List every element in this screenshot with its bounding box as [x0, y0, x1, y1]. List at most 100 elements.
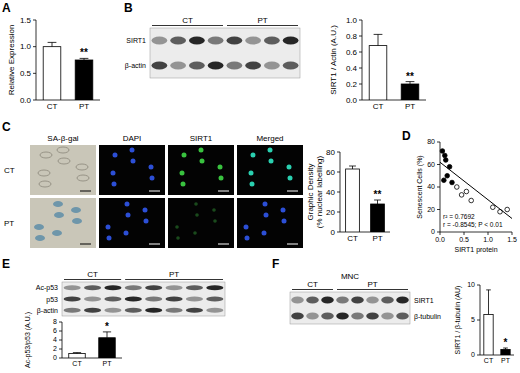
point: [443, 158, 448, 163]
y-tick-label: 1.0: [20, 42, 32, 51]
x-tick-label: CT: [484, 357, 494, 364]
group-line: [152, 25, 223, 26]
nucleus: [195, 213, 199, 217]
y-tick: [359, 84, 362, 85]
y-tick: [359, 52, 362, 53]
bar-chart: A0.00.51.01.5Relative ExpressionCT**PT: [2, 1, 100, 111]
y-tick-label: 0: [331, 228, 336, 237]
point: [455, 185, 460, 190]
bar: [369, 46, 387, 100]
group-line: [337, 289, 408, 290]
point: [505, 207, 510, 212]
y-tick-label: 5: [471, 316, 475, 323]
y-axis-label: Senescent Cells (%): [416, 155, 424, 218]
blot-band: [264, 62, 280, 70]
y-tick: [337, 212, 340, 213]
scale-bar: [149, 244, 160, 245]
blot-band: [186, 308, 203, 313]
annotation: r² = 0.7692: [443, 213, 475, 220]
nucleus: [281, 208, 286, 213]
western-blot: MNCCTPTSIRT1β-tubulin: [290, 272, 441, 324]
band-label: Ac-p53: [36, 284, 58, 292]
bar: [371, 204, 385, 232]
micrograph: [99, 145, 165, 195]
bar: [501, 349, 510, 355]
nucleus: [219, 176, 224, 181]
blot-band: [306, 312, 319, 319]
y-tick-label: 0: [431, 228, 435, 235]
point: [459, 193, 464, 198]
bar: [69, 354, 86, 359]
nucleus: [180, 171, 185, 176]
error-bar: [48, 42, 57, 46]
blot-band: [336, 296, 349, 303]
micrograph: [99, 198, 165, 248]
x-tick-label: PT: [79, 102, 89, 111]
scale-bar: [80, 191, 91, 192]
blot-band: [291, 312, 304, 319]
x-tick-label: CT: [373, 102, 384, 111]
cell: [52, 230, 62, 236]
group-label: PT: [169, 270, 179, 279]
error-bar: [374, 34, 383, 45]
band-label: β-actin: [37, 307, 58, 315]
nucleus: [193, 231, 197, 235]
y-tick: [359, 20, 362, 21]
scale-bar: [287, 191, 298, 192]
group-line: [125, 279, 223, 280]
y-tick-label: 0: [471, 351, 475, 358]
marks: [440, 149, 512, 219]
error-bar: [80, 58, 89, 60]
blot-band: [64, 308, 81, 313]
row-label: CT: [4, 166, 15, 175]
y-tick: [33, 100, 36, 101]
y-tick-label: 0: [53, 354, 57, 361]
band-label: SIRT1: [414, 297, 434, 304]
panel-letter: E: [2, 257, 10, 271]
y-tick-label: 80: [326, 148, 335, 157]
significance: **: [374, 189, 382, 200]
blot-band: [306, 296, 319, 303]
bar: [346, 169, 360, 232]
y-tick-label: 0.5: [20, 69, 32, 78]
nucleus: [112, 182, 117, 187]
significance: *: [504, 337, 508, 348]
blot-band: [64, 297, 81, 302]
blot-band: [381, 312, 394, 319]
column-label: DAPI: [123, 134, 142, 143]
y-tick-label: 40: [427, 183, 435, 190]
blot-band: [283, 37, 299, 45]
scatter-chart: D0204060800.00.51.01.5Senescent Cells (%…: [402, 129, 517, 254]
blot-band: [366, 312, 379, 319]
y-tick: [359, 100, 362, 101]
group-label: PT: [367, 280, 377, 289]
panel-letter: F: [272, 257, 279, 271]
nucleus: [264, 213, 269, 218]
nucleus: [107, 236, 112, 241]
x-tick-label: CT: [347, 234, 358, 243]
point: [442, 178, 447, 183]
nucleus: [144, 219, 149, 224]
nucleus: [244, 225, 249, 230]
nucleus: [194, 202, 198, 206]
nucleus: [249, 171, 254, 176]
blot-band: [64, 285, 81, 290]
blot-band: [186, 297, 203, 302]
nucleus: [263, 202, 268, 207]
cell: [58, 158, 70, 164]
nucleus: [182, 153, 187, 158]
significance: **: [406, 71, 414, 82]
y-axis: [362, 20, 363, 100]
blot-band: [189, 62, 205, 70]
blot-band: [206, 297, 223, 302]
group-label: CT: [307, 280, 318, 289]
panel-letter: C: [2, 120, 11, 134]
y-tick: [59, 358, 62, 359]
panel-letter: B: [124, 1, 133, 15]
regression-line: [440, 162, 512, 218]
y-tick: [437, 209, 440, 210]
micrograph: [168, 198, 234, 248]
nucleus: [175, 225, 179, 229]
nucleus: [282, 219, 287, 224]
y-tick: [477, 285, 480, 286]
